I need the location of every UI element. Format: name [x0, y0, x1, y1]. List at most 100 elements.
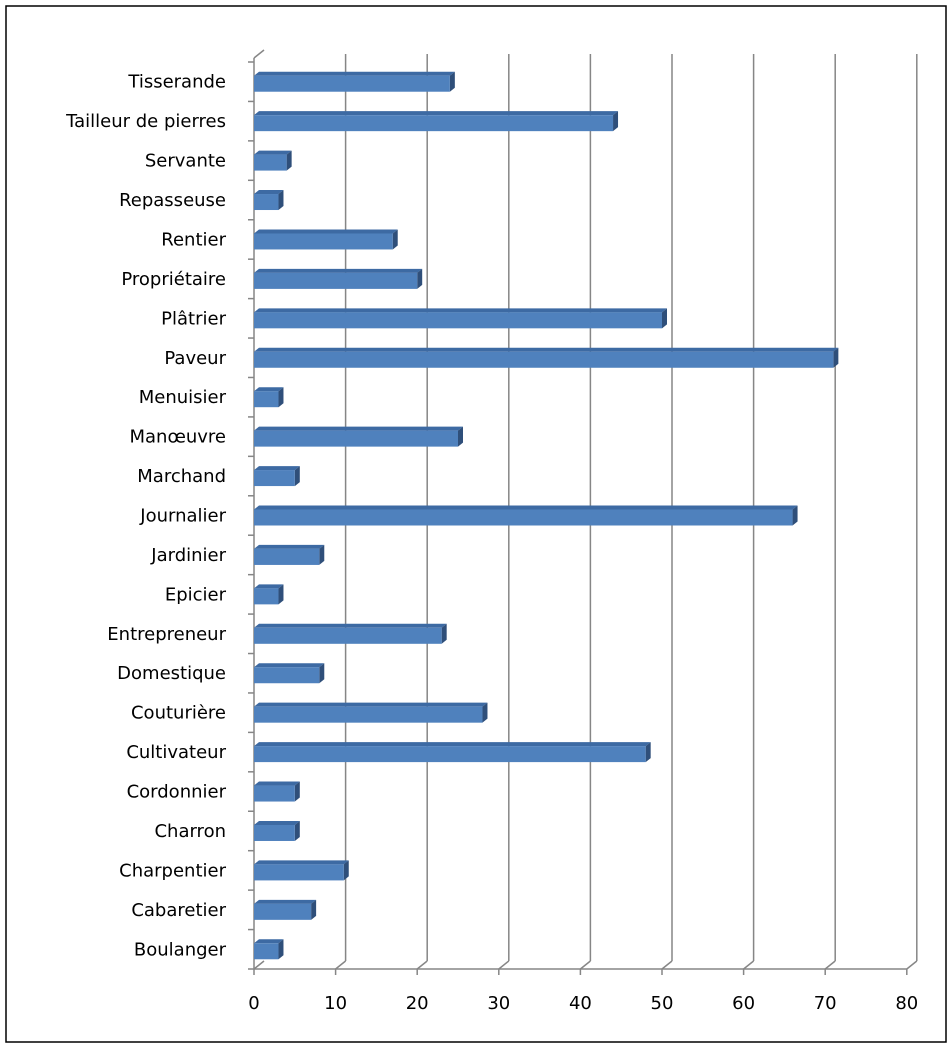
- x-tick-label: 70: [814, 993, 837, 1014]
- x-tick-label: 60: [732, 993, 755, 1014]
- category-label: Domestique: [117, 663, 226, 684]
- bar: [254, 272, 418, 289]
- category-label: Cabaretier: [131, 900, 226, 921]
- bar-side-face: [278, 190, 284, 211]
- floor-gridline: [498, 960, 510, 970]
- category-label: Epicier: [165, 584, 227, 605]
- x-tick-label: 0: [248, 993, 259, 1014]
- floor-gridline: [416, 960, 428, 970]
- bar-top-face: [254, 426, 463, 431]
- bar-top-face: [254, 505, 798, 510]
- bar-side-face: [645, 742, 651, 763]
- category-label: Charpentier: [119, 860, 226, 881]
- category-label: Charron: [154, 821, 226, 842]
- category-label: Couturière: [131, 703, 226, 724]
- bar-top-face: [254, 623, 447, 628]
- bar: [254, 75, 450, 92]
- bar: [254, 233, 393, 250]
- bar-top-face: [254, 860, 349, 865]
- bar-side-face: [392, 229, 398, 250]
- bar-top-face: [254, 229, 398, 234]
- category-label: Journalier: [139, 506, 226, 527]
- bar: [254, 470, 295, 487]
- floor-gridline: [579, 960, 591, 970]
- bar: [254, 903, 312, 920]
- bar-top-face: [254, 387, 284, 392]
- bar-top-face: [254, 820, 300, 825]
- bar-top-face: [254, 544, 325, 549]
- bar: [254, 430, 458, 447]
- bar-side-face: [417, 268, 423, 289]
- bar-top-face: [254, 268, 423, 273]
- bar-side-face: [343, 860, 349, 881]
- bars: [254, 71, 839, 960]
- bar-side-face: [319, 663, 325, 684]
- category-label: Repasseuse: [119, 190, 226, 211]
- bar: [254, 391, 279, 408]
- floor-gridline: [743, 960, 755, 970]
- bar-side-face: [613, 111, 619, 132]
- bar-top-face: [254, 663, 325, 668]
- bar: [254, 509, 793, 526]
- floor-gridline: [253, 960, 265, 970]
- x-tick-label: 50: [651, 993, 674, 1014]
- x-tick-label: 20: [406, 993, 429, 1014]
- bar-top-face: [254, 781, 300, 786]
- bar-side-face: [833, 347, 839, 368]
- bar-side-face: [286, 150, 292, 171]
- bar-top-face: [254, 71, 455, 76]
- bar: [254, 864, 344, 881]
- bar-side-face: [294, 781, 300, 802]
- bar-side-face: [311, 899, 317, 920]
- bar: [254, 312, 662, 329]
- category-label: Jardinier: [150, 545, 226, 566]
- bar-top-face: [254, 702, 488, 707]
- bar: [254, 194, 279, 211]
- bar-top-face: [254, 742, 651, 747]
- bar: [254, 548, 320, 565]
- category-label: Boulanger: [134, 939, 227, 960]
- bar-top-face: [254, 347, 839, 352]
- bar: [254, 706, 483, 723]
- bar: [254, 824, 295, 841]
- category-label: Propriétaire: [121, 269, 226, 290]
- category-label: Manœuvre: [129, 427, 226, 448]
- bar-side-face: [449, 71, 455, 92]
- bar: [254, 115, 614, 132]
- bar-top-face: [254, 308, 667, 313]
- bar: [254, 943, 279, 960]
- bar-side-face: [278, 387, 284, 408]
- y-axis-top-depth: [253, 49, 265, 59]
- bar-side-face: [441, 623, 447, 644]
- bar-side-face: [319, 544, 325, 565]
- bar-top-face: [254, 150, 292, 155]
- bar-top-face: [254, 111, 619, 116]
- bar: [254, 627, 442, 644]
- category-label: Paveur: [164, 348, 226, 369]
- bar-side-face: [278, 584, 284, 605]
- x-tick-label: 30: [487, 993, 510, 1014]
- bar: [254, 351, 834, 368]
- category-label: Servante: [145, 151, 226, 172]
- bar-top-face: [254, 190, 284, 195]
- bar-side-face: [792, 505, 798, 526]
- bar: [254, 154, 287, 171]
- category-labels: Boulanger Cabaretier Charpentier Charron Cor…: [65, 72, 227, 961]
- bar: [254, 667, 320, 684]
- category-label: Entrepreneur: [107, 624, 226, 645]
- x-tick-labels: 0 10 20 30 40 50 60 70 80: [248, 993, 918, 1014]
- category-label: Rentier: [161, 229, 226, 250]
- bar-side-face: [662, 308, 667, 329]
- x-tick-label: 10: [324, 993, 347, 1014]
- bar-top-face: [254, 899, 317, 904]
- floor-gridline: [824, 960, 836, 970]
- bar-side-face: [278, 939, 284, 960]
- bar-side-face: [458, 426, 463, 447]
- bar-side-face: [482, 702, 488, 723]
- category-label: Tisserande: [127, 72, 226, 93]
- floor-gridline: [661, 960, 673, 970]
- category-label: Cordonnier: [127, 782, 227, 803]
- bar: [254, 588, 279, 605]
